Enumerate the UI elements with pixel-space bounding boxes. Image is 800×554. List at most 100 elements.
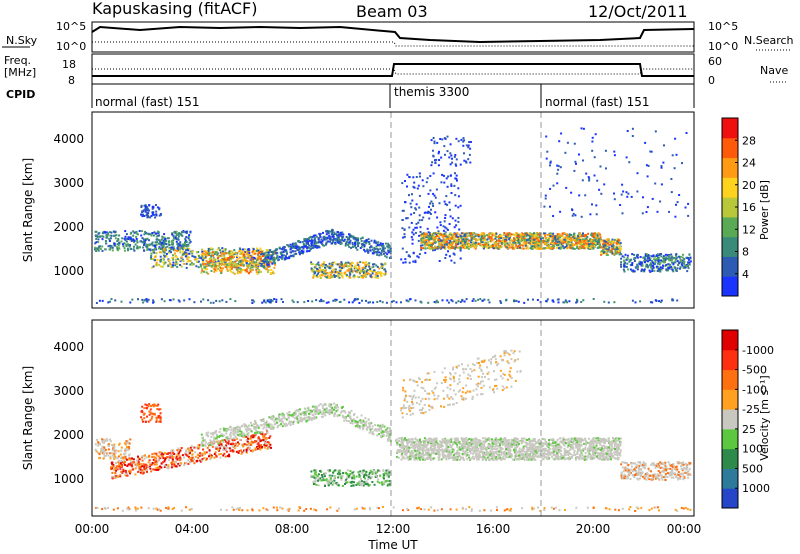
data-cell (148, 248, 151, 251)
data-cell (349, 263, 352, 266)
data-cell (581, 234, 584, 236)
data-cell (672, 261, 675, 264)
data-cell (458, 237, 461, 240)
data-cell (668, 256, 671, 259)
data-cell (670, 178, 673, 180)
data-cell (243, 264, 245, 267)
data-cell (109, 248, 112, 251)
freq-left-tick-bottom: 8 (68, 74, 75, 87)
data-cell (526, 233, 529, 236)
data-cell (208, 260, 211, 263)
data-cell (109, 234, 112, 237)
data-cell (161, 241, 164, 244)
data-cell (599, 243, 602, 246)
data-cell (522, 234, 525, 237)
data-cell (334, 299, 337, 302)
data-cell (652, 262, 655, 265)
data-cell (274, 262, 276, 265)
data-cell (143, 242, 146, 245)
data-cell (616, 246, 619, 249)
data-cell (159, 265, 162, 268)
data-cell (386, 253, 389, 256)
data-cell (617, 247, 620, 250)
data-cell (506, 236, 509, 238)
data-cell (273, 252, 276, 255)
data-cell (649, 263, 652, 265)
data-cell (238, 250, 241, 253)
data-cell (131, 468, 134, 471)
data-cell (193, 301, 196, 304)
data-cell (645, 211, 648, 213)
data-cell (207, 249, 210, 252)
data-cell (266, 251, 269, 254)
data-cell (552, 215, 555, 217)
data-cell (454, 247, 457, 250)
data-cell (657, 257, 660, 260)
data-cell (405, 251, 408, 254)
data-cell (498, 247, 501, 250)
data-cell (460, 232, 463, 235)
data-cell (220, 252, 223, 255)
data-cell (649, 301, 652, 304)
data-cell (600, 240, 603, 243)
data-cell (427, 237, 430, 240)
data-cell (251, 266, 254, 269)
data-cell (317, 245, 320, 248)
data-cell (428, 217, 431, 220)
data-cell (552, 247, 555, 250)
data-cell (515, 232, 518, 235)
data-cell (258, 444, 261, 447)
data-cell (97, 241, 100, 243)
data-cell (255, 261, 257, 264)
data-cell (235, 263, 238, 266)
data-cell (684, 266, 687, 269)
data-cell (533, 240, 536, 243)
data-cell (247, 257, 250, 260)
data-cell (158, 242, 161, 245)
data-cell (537, 247, 540, 250)
data-cell (306, 246, 309, 249)
data-cell (125, 458, 128, 461)
data-cell (597, 241, 600, 244)
data-cell (303, 301, 306, 304)
data-cell (134, 243, 137, 246)
data-cell (665, 256, 668, 259)
data-cell (183, 464, 186, 467)
data-cell (170, 246, 173, 249)
data-cell (516, 235, 519, 238)
data-cell (569, 237, 572, 239)
data-cell (517, 239, 520, 242)
data-cell (370, 245, 373, 248)
data-cell (455, 234, 458, 237)
data-cell (454, 246, 457, 249)
data-cell (356, 241, 359, 244)
data-cell (401, 219, 404, 221)
data-cell (415, 208, 418, 211)
data-cell (448, 243, 451, 246)
data-cell (558, 247, 560, 250)
data-cell (429, 247, 432, 250)
data-cell (146, 216, 149, 219)
data-cell (365, 272, 368, 275)
data-cell (253, 261, 256, 264)
data-cell (186, 253, 189, 256)
data-cell (581, 242, 584, 245)
data-cell (122, 470, 125, 473)
data-cell (422, 237, 425, 240)
data-cell (589, 238, 592, 241)
data-cell (454, 219, 457, 222)
data-cell (434, 161, 437, 164)
data-cell (380, 252, 382, 255)
data-cell (185, 230, 188, 233)
data-cell (368, 269, 371, 272)
data-cell (254, 249, 256, 252)
data-cell (449, 163, 452, 166)
data-cell (456, 179, 458, 182)
data-cell (321, 271, 324, 274)
data-cell (611, 238, 614, 241)
data-cell (132, 234, 135, 237)
data-cell (654, 299, 657, 302)
data-cell (520, 237, 523, 240)
data-cell (372, 263, 374, 266)
data-cell (457, 216, 460, 219)
